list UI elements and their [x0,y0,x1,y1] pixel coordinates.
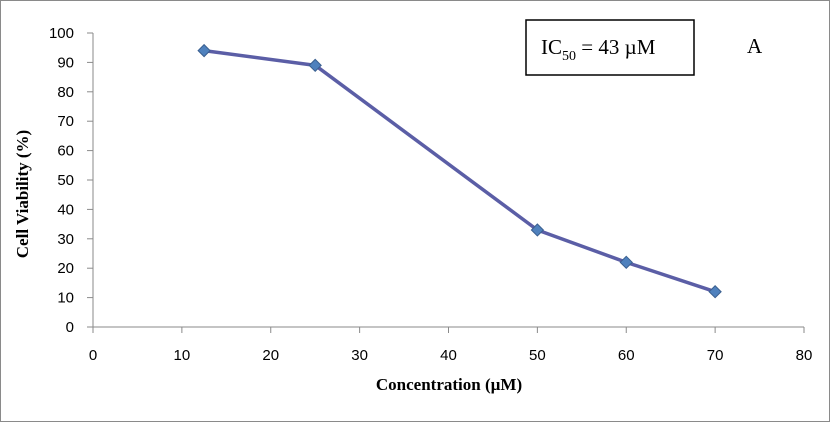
y-tick-label: 30 [57,231,74,248]
x-tick-label: 80 [796,347,813,364]
series-layer [197,43,722,299]
y-tick-label: 10 [57,290,74,307]
y-tick-label: 70 [57,113,74,130]
x-axis-title: Concentration (µM) [376,375,522,394]
y-axis-title: Cell Viability (%) [13,130,32,258]
y-tick-label: 60 [57,143,74,160]
x-tick-label: 40 [440,347,457,364]
ic50-prefix: IC [541,35,562,59]
data-point-marker [530,223,545,237]
x-tick-label: 20 [262,347,279,364]
x-tick-label: 0 [89,347,97,364]
y-tick-label: 90 [57,54,74,71]
x-tick-label: 60 [618,347,635,364]
y-tick-label: 0 [66,319,74,336]
x-tick-label: 30 [351,347,368,364]
x-tick-label: 50 [529,347,546,364]
ic50-value: = 43 µM [576,35,656,59]
panel-label: A [747,34,763,58]
series-line [203,48,716,294]
y-tick-label: 100 [49,25,74,42]
x-ticks: 0 10 20 30 40 50 60 70 80 [89,327,813,364]
data-point-marker [619,255,633,270]
y-tick-label: 80 [57,84,74,101]
ic50-annotation-box [525,19,695,76]
y-ticks: 0 10 20 30 40 50 60 70 80 90 100 [49,25,93,336]
x-tick-label: 70 [707,347,724,364]
y-tick-label: 50 [57,172,74,189]
y-tick-label: 20 [57,260,74,277]
ic50-subscript: 50 [562,49,576,64]
ic50-annotation: IC50 = 43 µM [541,35,656,64]
data-point-marker [197,43,211,58]
x-tick-label: 10 [174,347,191,364]
y-tick-label: 40 [57,201,74,218]
data-point-marker [708,285,722,299]
data-point-marker [308,58,322,73]
